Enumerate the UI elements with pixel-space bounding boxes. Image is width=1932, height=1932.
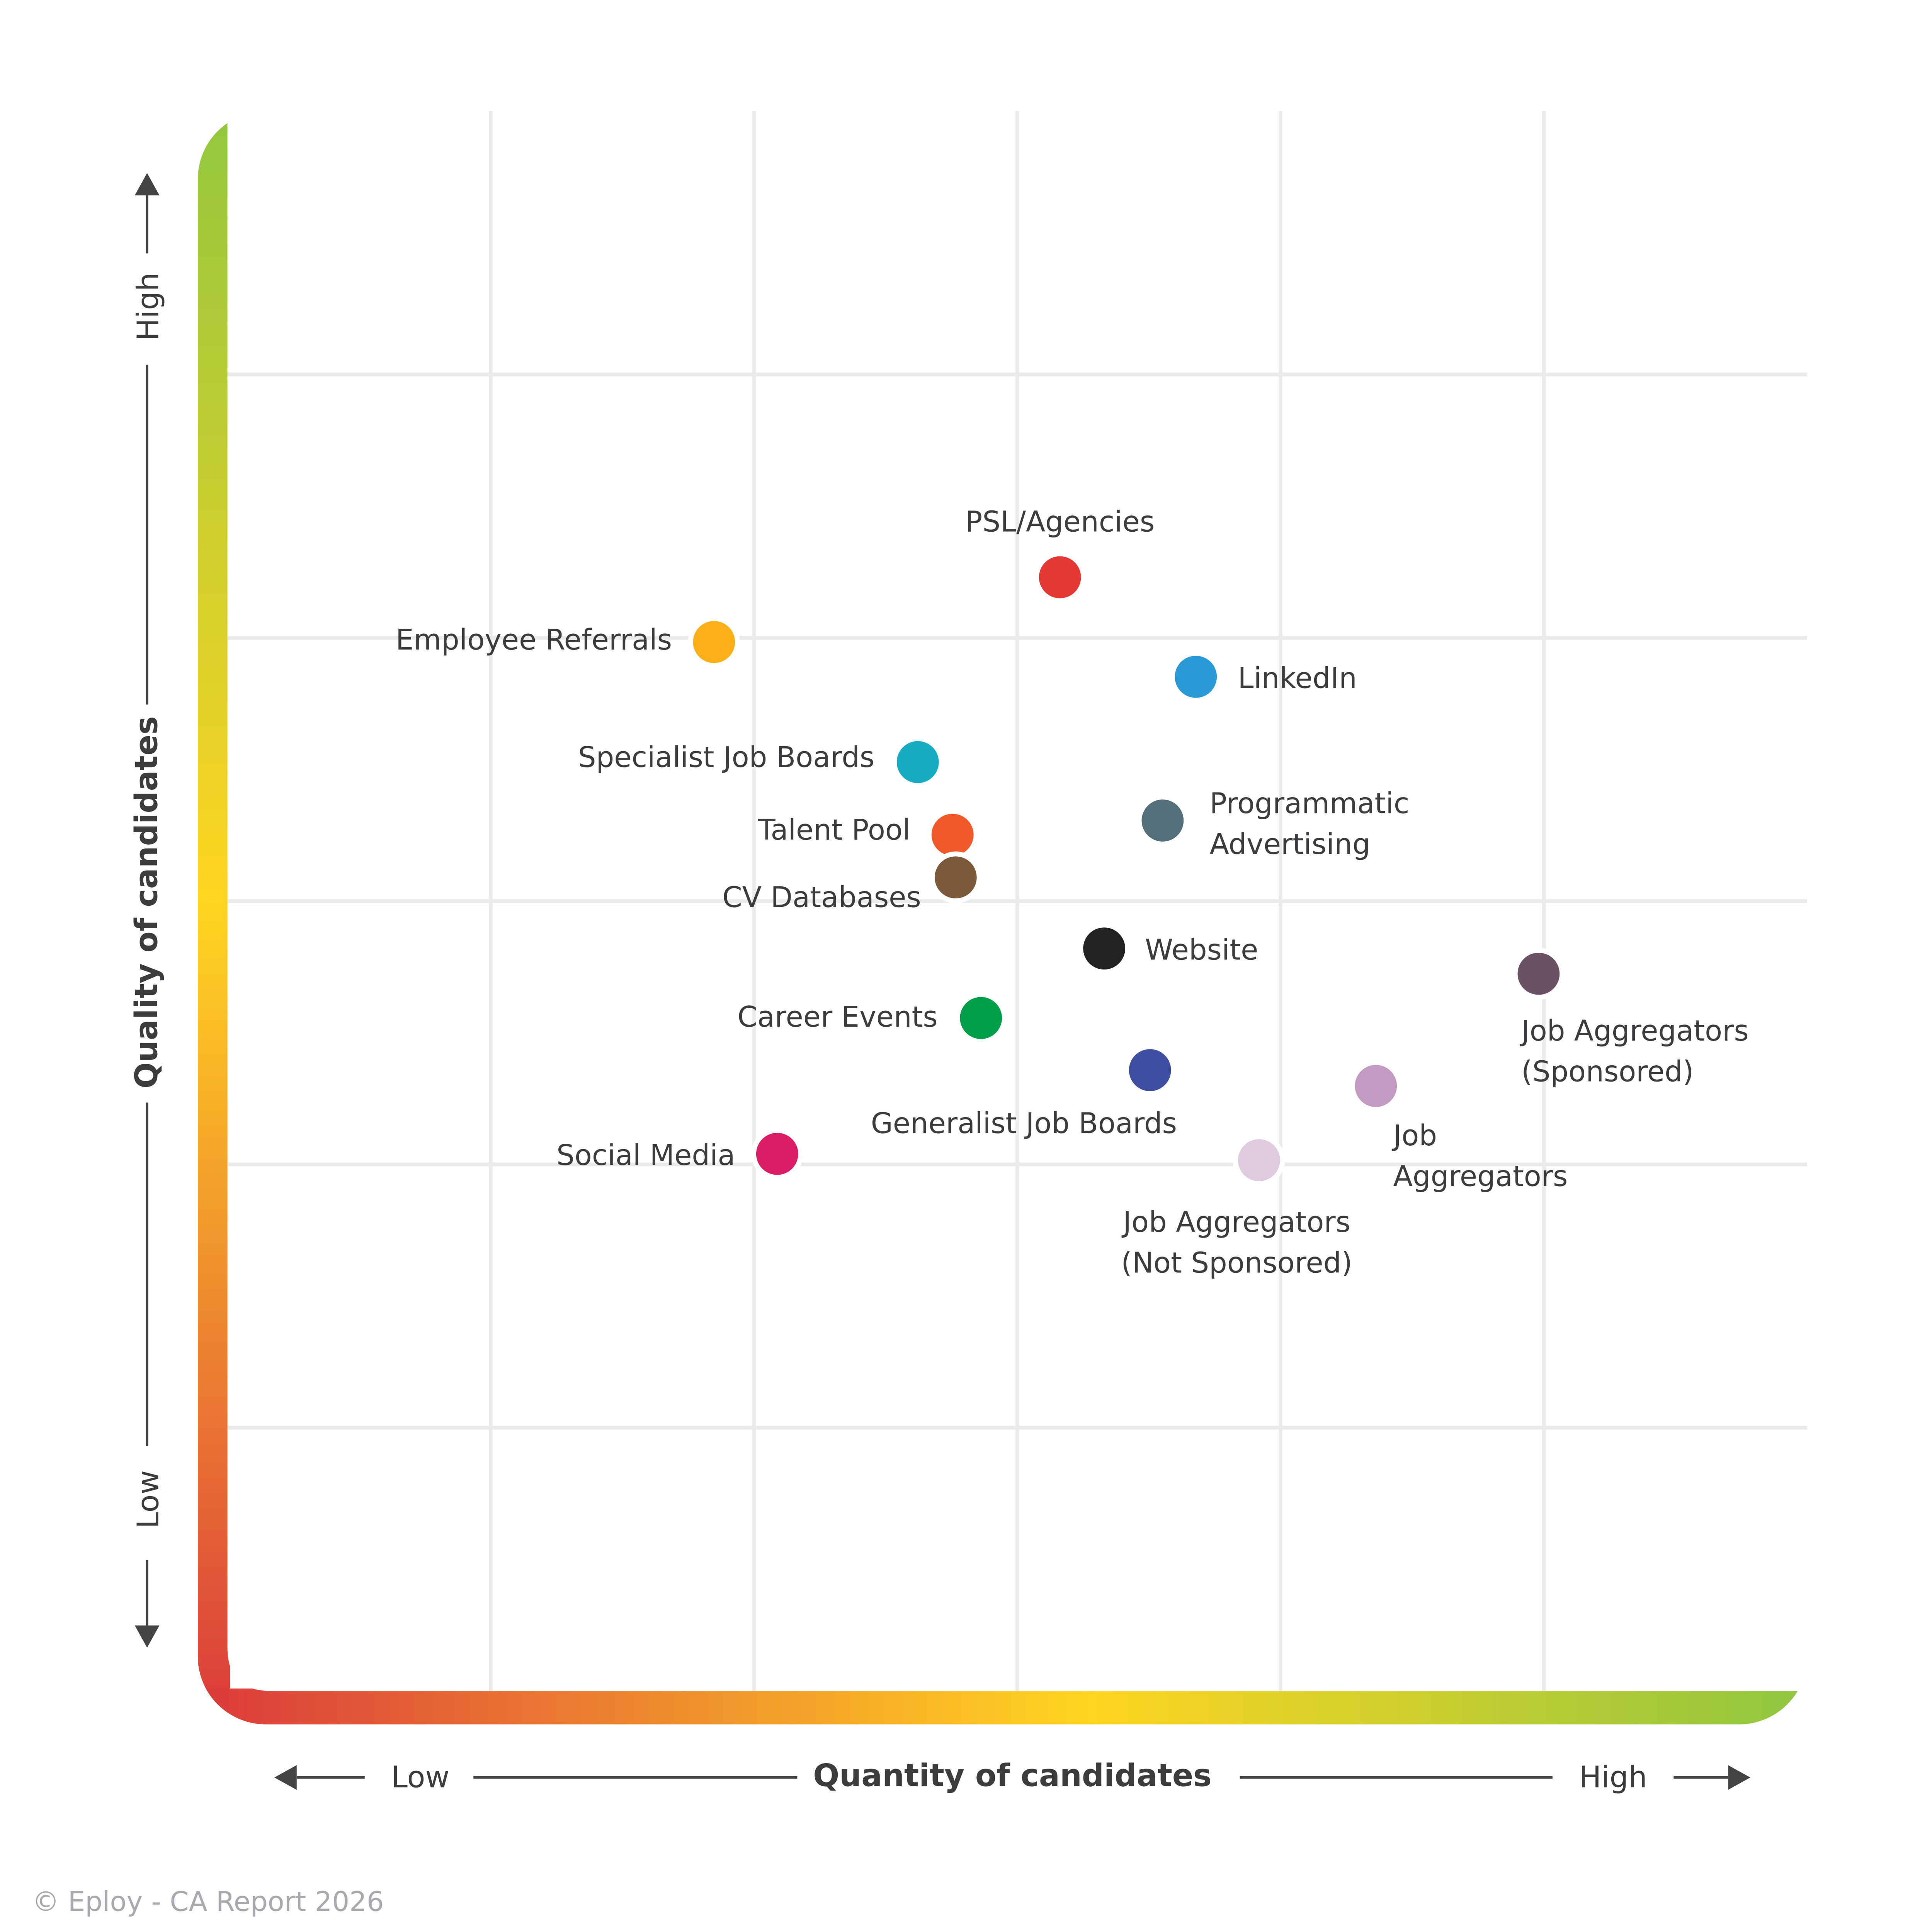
y-low-label: Low: [131, 1470, 165, 1529]
data-point: Job Aggregators: [1350, 1060, 1568, 1193]
data-point: Generalist Job Boards: [871, 1044, 1177, 1140]
y-high-label: High: [131, 272, 165, 340]
point-label: Website: [1145, 934, 1258, 966]
point-marker: [955, 992, 1007, 1044]
point-label: PSL/Agencies: [965, 506, 1155, 539]
point-label: Job Aggregators: [1520, 1015, 1749, 1048]
point-label: Job: [1392, 1119, 1437, 1152]
point-label: Programmatic: [1209, 787, 1409, 820]
point-label: Aggregators: [1393, 1160, 1568, 1193]
data-point: LinkedIn: [1170, 651, 1357, 703]
data-point: PSL/Agencies: [965, 506, 1155, 604]
point-marker: [1078, 922, 1130, 975]
arrow-right-icon: [1728, 1765, 1750, 1790]
point-label: Generalist Job Boards: [871, 1107, 1177, 1140]
point-marker: [1034, 551, 1086, 604]
point-marker: [1512, 947, 1565, 1000]
point-label: Social Media: [556, 1139, 735, 1172]
point-label: Talent Pool: [758, 814, 911, 847]
data-point: Talent Pool: [758, 809, 979, 861]
y-axis-title: Quality of candidates: [128, 716, 164, 1088]
point-marker: [1136, 794, 1189, 847]
data-point: CV Databases: [722, 851, 982, 914]
data-point: Employee Referrals: [396, 616, 740, 668]
y-axis-annotation: High Quality of candidates Low: [128, 173, 165, 1648]
data-point: Programmatic Advertising: [1136, 787, 1409, 861]
point-label: Specialist Job Boards: [578, 741, 874, 774]
copyright-footer: © Eploy - CA Report 2026: [32, 1886, 384, 1918]
x-axis-title: Quantity of candidates: [813, 1758, 1211, 1794]
points-layer: PSL/Agencies Employee Referrals LinkedIn Sp…: [396, 506, 1749, 1280]
point-label: Employee Referrals: [396, 624, 672, 656]
point-label: (Sponsored): [1521, 1055, 1694, 1088]
data-point: Job Aggregators (Sponsored): [1512, 947, 1749, 1088]
point-marker: [1170, 651, 1222, 703]
arrow-left-icon: [274, 1765, 297, 1790]
data-point: Specialist Job Boards: [578, 736, 944, 788]
data-point: Job Aggregators (Not Sponsored): [1121, 1134, 1352, 1280]
point-marker: [1350, 1060, 1402, 1112]
arrow-down-icon: [134, 1625, 160, 1648]
grid-lines: [227, 111, 1807, 1691]
point-marker: [751, 1128, 803, 1180]
x-high-label: High: [1579, 1760, 1647, 1795]
data-point: Social Media: [556, 1128, 803, 1180]
point-label: (Not Sponsored): [1121, 1247, 1352, 1280]
arrow-up-icon: [134, 173, 160, 196]
point-marker: [1124, 1044, 1176, 1096]
data-point: Career Events: [737, 992, 1007, 1044]
point-marker: [926, 809, 979, 861]
point-marker: [892, 736, 944, 788]
point-label: CV Databases: [722, 881, 921, 914]
point-label: Job Aggregators: [1121, 1206, 1350, 1239]
point-marker: [930, 851, 982, 903]
x-axis-annotation: Low Quantity of candidates High: [274, 1758, 1750, 1795]
x-low-label: Low: [391, 1760, 449, 1795]
data-point: Website: [1078, 922, 1258, 975]
point-marker: [688, 616, 740, 668]
point-label: Advertising: [1209, 828, 1370, 861]
point-label: Career Events: [737, 1001, 937, 1034]
point-label: LinkedIn: [1238, 662, 1357, 695]
point-marker: [1233, 1134, 1285, 1186]
